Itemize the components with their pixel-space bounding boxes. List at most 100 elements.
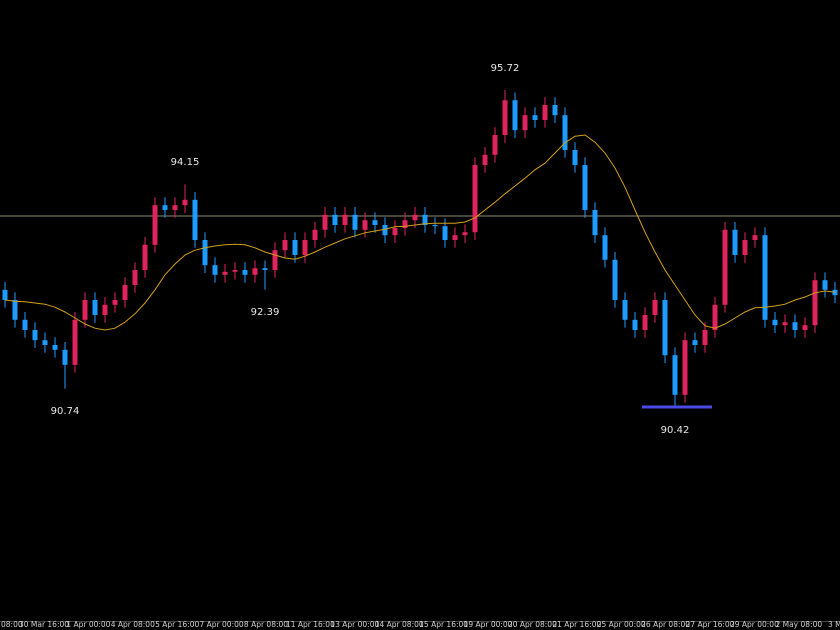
candle-body	[172, 205, 178, 210]
candle-body	[132, 270, 138, 285]
candle-body	[272, 250, 278, 270]
candle-body	[182, 199, 188, 206]
candle-body	[682, 340, 688, 395]
x-tick-label: 5 Apr 16:00	[155, 620, 199, 629]
candle-body	[622, 300, 628, 320]
candle-body	[832, 289, 838, 296]
x-tick-label: 30 Mar 16:00	[19, 620, 69, 629]
candle-body	[412, 214, 418, 221]
x-tick-label: 25 Apr 00:00	[597, 620, 646, 629]
candle-body	[502, 100, 508, 135]
candle-body	[792, 322, 798, 330]
candle-body	[122, 285, 128, 300]
candle-body	[262, 268, 268, 270]
x-tick-label: 19 Apr 00:00	[464, 620, 513, 629]
candle-body	[572, 150, 578, 165]
x-tick-label: 13 Apr 00:00	[330, 620, 379, 629]
candle-body	[32, 330, 38, 341]
candle-body	[802, 325, 808, 330]
x-tick-label: 14 Apr 08:00	[375, 620, 424, 629]
candle-body	[472, 165, 478, 233]
x-tick-label: 7 Apr 00:00	[200, 620, 244, 629]
candle-body	[652, 300, 658, 315]
candle-body	[2, 289, 8, 300]
candle-body	[432, 225, 438, 227]
candle-body	[752, 235, 758, 240]
candle-body	[252, 268, 258, 275]
candle-body	[142, 244, 148, 270]
candle-body	[642, 315, 648, 330]
candle-body	[162, 205, 168, 210]
x-tick-label: 2 May 08:00	[775, 620, 822, 629]
candle-body	[562, 115, 568, 150]
candle-body	[522, 115, 528, 131]
candle-body	[422, 214, 428, 225]
candle-body	[782, 322, 788, 326]
candle-body	[762, 235, 768, 320]
candle-body	[342, 214, 348, 225]
extreme-label: 90.74	[51, 406, 80, 417]
x-tick-label: 08:00	[1, 620, 23, 629]
candle-body	[452, 235, 458, 240]
candle-body	[612, 259, 618, 300]
x-tick-label: 11 Apr 16:00	[286, 620, 335, 629]
candle-body	[322, 214, 328, 230]
candle-body	[302, 240, 308, 255]
x-tick-label: 15 Apr 16:00	[419, 620, 468, 629]
candle-body	[542, 105, 548, 120]
candle-body	[512, 100, 518, 131]
extreme-label: 90.42	[661, 425, 690, 436]
candle-body	[492, 135, 498, 155]
candle-body	[402, 220, 408, 228]
candle-body	[442, 226, 448, 240]
candle-body	[352, 214, 358, 230]
candle-body	[672, 355, 678, 395]
candle-body	[382, 225, 388, 236]
candle-body	[372, 220, 378, 225]
candle-body	[772, 319, 778, 326]
candle-body	[602, 235, 608, 260]
candle-body	[242, 270, 248, 275]
candle-body	[312, 229, 318, 240]
extreme-label: 92.39	[251, 307, 280, 318]
candle-body	[22, 319, 28, 330]
extreme-label: 94.15	[171, 157, 200, 168]
candle-body	[462, 232, 468, 236]
x-tick-label: 3 M	[828, 620, 840, 629]
candle-body	[332, 214, 338, 225]
candle-body	[62, 349, 68, 365]
candle-body	[212, 265, 218, 275]
candle-body	[42, 340, 48, 345]
candle-body	[52, 345, 58, 350]
candle-body	[82, 300, 88, 320]
candle-body	[202, 240, 208, 266]
candle-body	[222, 271, 228, 275]
candle-body	[732, 229, 738, 255]
candle-body	[392, 228, 398, 236]
candle-body	[712, 304, 718, 330]
x-tick-label: 8 Apr 08:00	[244, 620, 288, 629]
candle-body	[112, 300, 118, 305]
x-tick-label: 21 Apr 16:00	[552, 620, 601, 629]
candle-body	[592, 210, 598, 236]
x-tick-label: 26 Apr 08:00	[641, 620, 690, 629]
candle-body	[532, 115, 538, 120]
candle-body	[742, 240, 748, 255]
x-tick-label: 29 Apr 00:00	[730, 620, 779, 629]
candle-body	[192, 199, 198, 240]
candle-body	[552, 105, 558, 116]
candle-body	[662, 300, 668, 356]
candle-body	[482, 154, 488, 165]
candle-body	[812, 280, 818, 326]
candle-body	[722, 229, 728, 305]
candle-body	[152, 205, 158, 245]
candle-body	[102, 304, 108, 315]
candle-body	[702, 330, 708, 345]
moving-average	[4, 134, 836, 331]
x-tick-label: 1 Apr 00:00	[66, 620, 110, 629]
candle-body	[582, 165, 588, 210]
x-tick-label: 20 Apr 08:00	[508, 620, 557, 629]
candle-body	[72, 319, 78, 365]
